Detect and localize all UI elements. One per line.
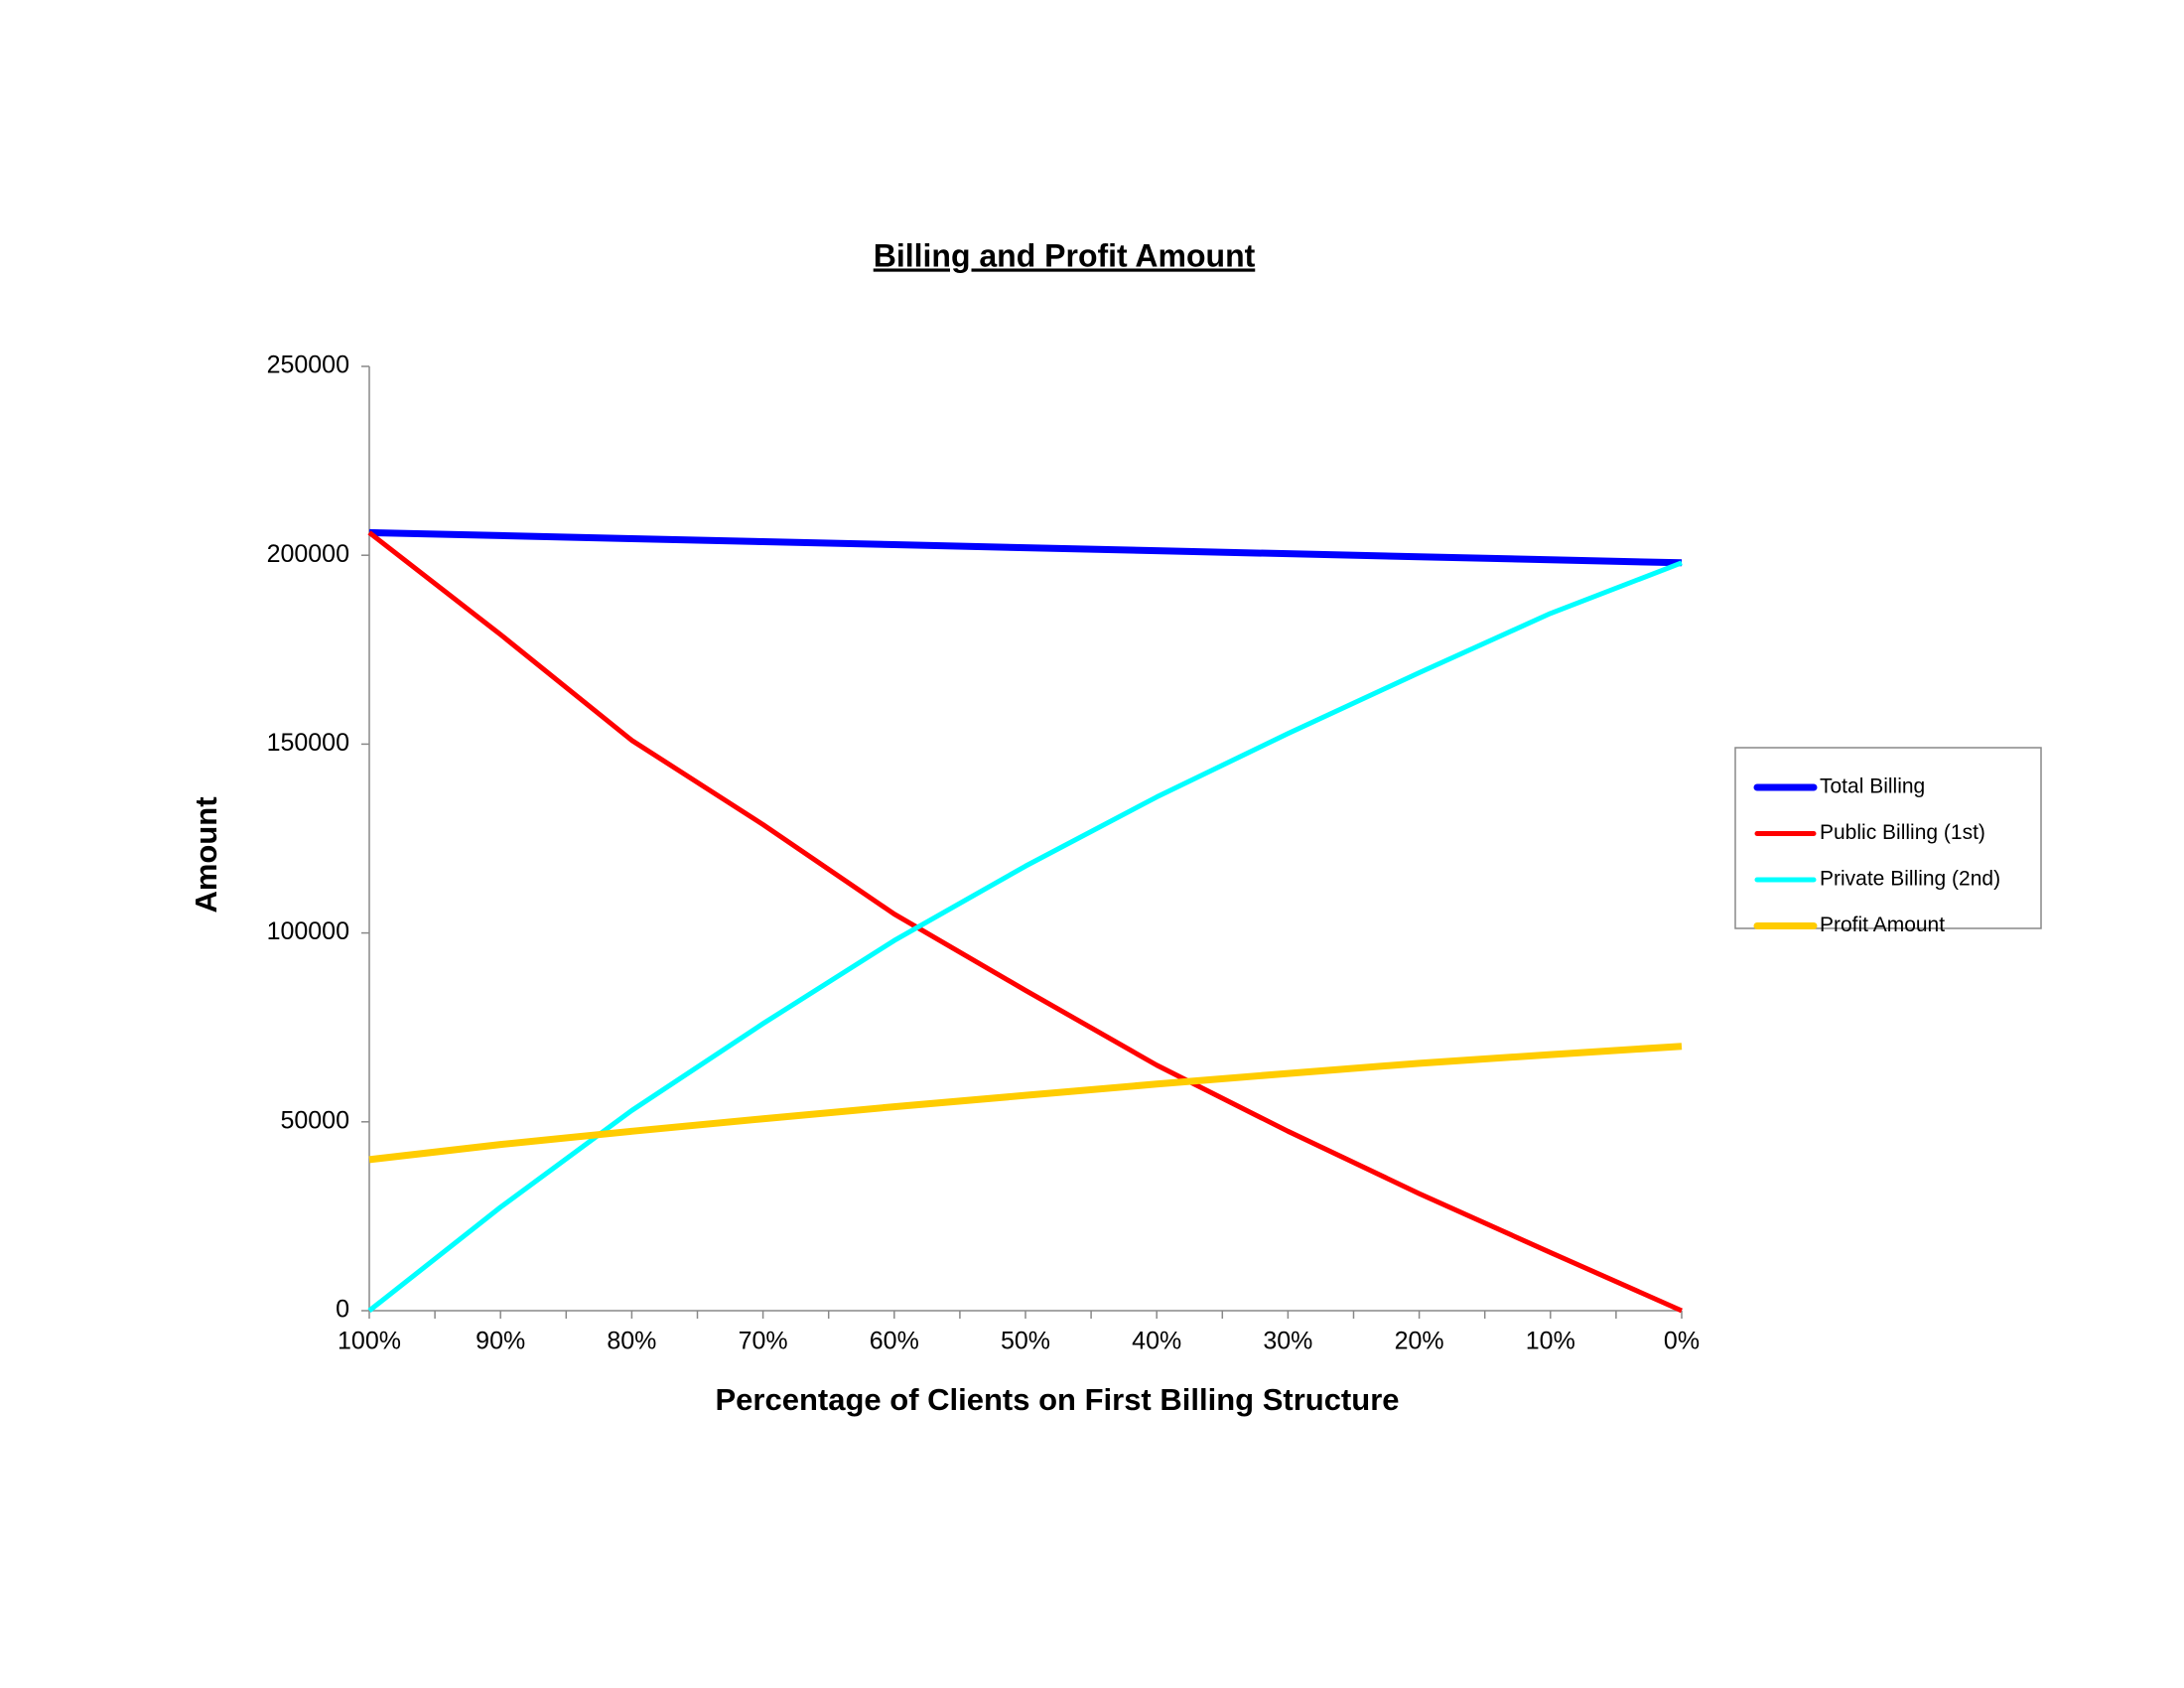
series-line <box>367 530 1684 1314</box>
y-tick-label: 50000 <box>280 1106 349 1134</box>
y-tick-label: 150000 <box>267 729 349 757</box>
x-tick-label: 80% <box>607 1328 656 1355</box>
legend-box <box>1734 747 2042 929</box>
y-tick-label: 200000 <box>267 540 349 568</box>
legend-label: Profit Amount <box>1820 914 1945 936</box>
y-tick-label: 0 <box>336 1296 349 1324</box>
legend-label: Public Billing (1st) <box>1820 821 1985 844</box>
series-line <box>368 1043 1683 1164</box>
x-axis-title: Percentage of Clients on First Billing S… <box>716 1382 1400 1417</box>
x-tick-label: 50% <box>1001 1328 1050 1355</box>
series-line <box>367 560 1683 1313</box>
legend-label: Total Billing <box>1820 775 1925 798</box>
legend-label: Private Billing (2nd) <box>1820 868 2000 891</box>
chart-title: Billing and Profit Amount <box>874 237 1256 273</box>
series-line <box>368 528 1683 567</box>
y-tick-label: 100000 <box>267 917 349 945</box>
x-tick-label: 20% <box>1395 1328 1444 1355</box>
x-tick-label: 100% <box>338 1328 401 1355</box>
y-axis-title: Amount <box>189 796 223 913</box>
x-tick-label: 0% <box>1664 1328 1700 1355</box>
x-tick-label: 30% <box>1263 1328 1312 1355</box>
x-tick-label: 40% <box>1132 1328 1181 1355</box>
y-tick-label: 250000 <box>267 352 349 379</box>
x-tick-label: 90% <box>476 1328 525 1355</box>
x-tick-label: 70% <box>739 1328 788 1355</box>
x-tick-label: 10% <box>1526 1328 1575 1355</box>
x-tick-label: 60% <box>870 1328 919 1355</box>
